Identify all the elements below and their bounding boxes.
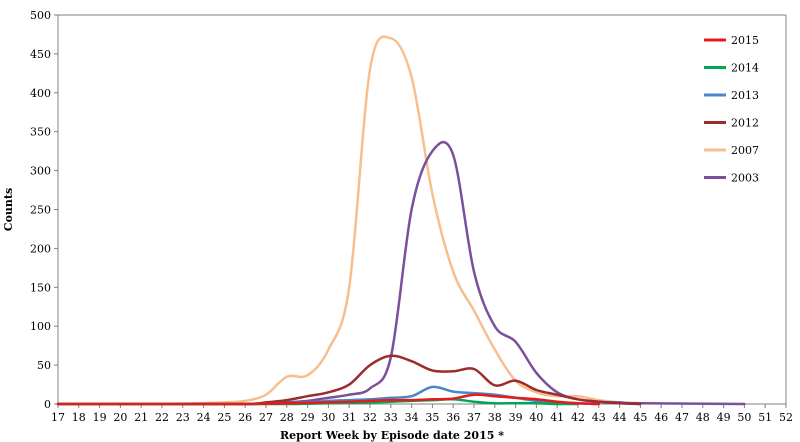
y-tick-label: 500 xyxy=(30,9,51,22)
x-tick-label: 20 xyxy=(113,411,127,424)
x-tick-label: 41 xyxy=(550,411,564,424)
legend: 2015 2014 2013 2012 2007 2003 xyxy=(704,34,759,185)
y-tick-label: 200 xyxy=(30,242,51,255)
x-tick-label: 27 xyxy=(259,411,273,424)
x-tick-label: 38 xyxy=(488,411,502,424)
x-tick-label: 28 xyxy=(280,411,294,424)
x-tick-label: 40 xyxy=(529,411,543,424)
legend-label-2003: 2003 xyxy=(731,172,759,185)
x-tick-label: 22 xyxy=(155,411,169,424)
x-tick-label: 29 xyxy=(301,411,315,424)
series-line-2003 xyxy=(56,140,746,406)
y-axis-title: Counts xyxy=(2,188,15,231)
x-tick-label: 31 xyxy=(342,411,356,424)
legend-label-2014: 2014 xyxy=(731,62,759,75)
x-tick-label: 18 xyxy=(72,411,86,424)
x-tick-label: 21 xyxy=(134,411,148,424)
y-tick-label: 50 xyxy=(37,359,51,372)
legend-label-2013: 2013 xyxy=(731,89,759,102)
x-tick-label: 45 xyxy=(633,411,647,424)
x-tick-label: 50 xyxy=(737,411,751,424)
x-tick-labels: 17 18 19 20 21 22 23 24 25 26 27 28 29 30 31 32 33 34 35 36… xyxy=(51,404,793,424)
x-tick-label: 24 xyxy=(197,411,211,424)
x-tick-label: 25 xyxy=(217,411,231,424)
series-line-2007 xyxy=(56,35,642,406)
y-tick-label: 150 xyxy=(30,281,51,294)
x-axis-title: Report Week by Episode date 2015 * xyxy=(280,429,504,442)
x-tick-label: 23 xyxy=(176,411,190,424)
y-tick-label: 400 xyxy=(30,87,51,100)
series-line-2012 xyxy=(56,354,642,406)
x-tick-label: 35 xyxy=(425,411,439,424)
x-tick-label: 43 xyxy=(592,411,606,424)
x-tick-label: 34 xyxy=(405,411,419,424)
x-tick-label: 44 xyxy=(613,411,627,424)
series-lines xyxy=(56,35,746,406)
y-tick-labels: 0 50 100 150 200 250 300 350 400 450 500 xyxy=(30,9,58,411)
y-tick-label: 100 xyxy=(30,320,51,333)
legend-label-2015: 2015 xyxy=(731,34,759,47)
x-tick-label: 39 xyxy=(509,411,523,424)
x-tick-label: 46 xyxy=(654,411,668,424)
legend-label-2007: 2007 xyxy=(731,144,759,157)
x-tick-label: 32 xyxy=(363,411,377,424)
y-tick-label: 250 xyxy=(30,204,51,217)
x-tick-label: 49 xyxy=(717,411,731,424)
x-tick-label: 37 xyxy=(467,411,481,424)
y-tick-label: 450 xyxy=(30,48,51,61)
x-tick-label: 42 xyxy=(571,411,585,424)
y-tick-label: 300 xyxy=(30,165,51,178)
x-tick-label: 19 xyxy=(93,411,107,424)
x-tick-label: 51 xyxy=(758,411,772,424)
x-tick-label: 36 xyxy=(446,411,460,424)
x-tick-label: 47 xyxy=(675,411,689,424)
x-tick-label: 33 xyxy=(384,411,398,424)
axes xyxy=(57,14,787,405)
x-tick-label: 52 xyxy=(779,411,793,424)
x-tick-label: 48 xyxy=(696,411,710,424)
x-tick-label: 30 xyxy=(321,411,335,424)
y-tick-label: 0 xyxy=(44,398,51,411)
x-tick-label: 17 xyxy=(51,411,65,424)
y-tick-label: 350 xyxy=(30,126,51,139)
x-tick-label: 26 xyxy=(238,411,252,424)
series-line-2015 xyxy=(56,393,601,406)
legend-label-2012: 2012 xyxy=(731,117,759,130)
